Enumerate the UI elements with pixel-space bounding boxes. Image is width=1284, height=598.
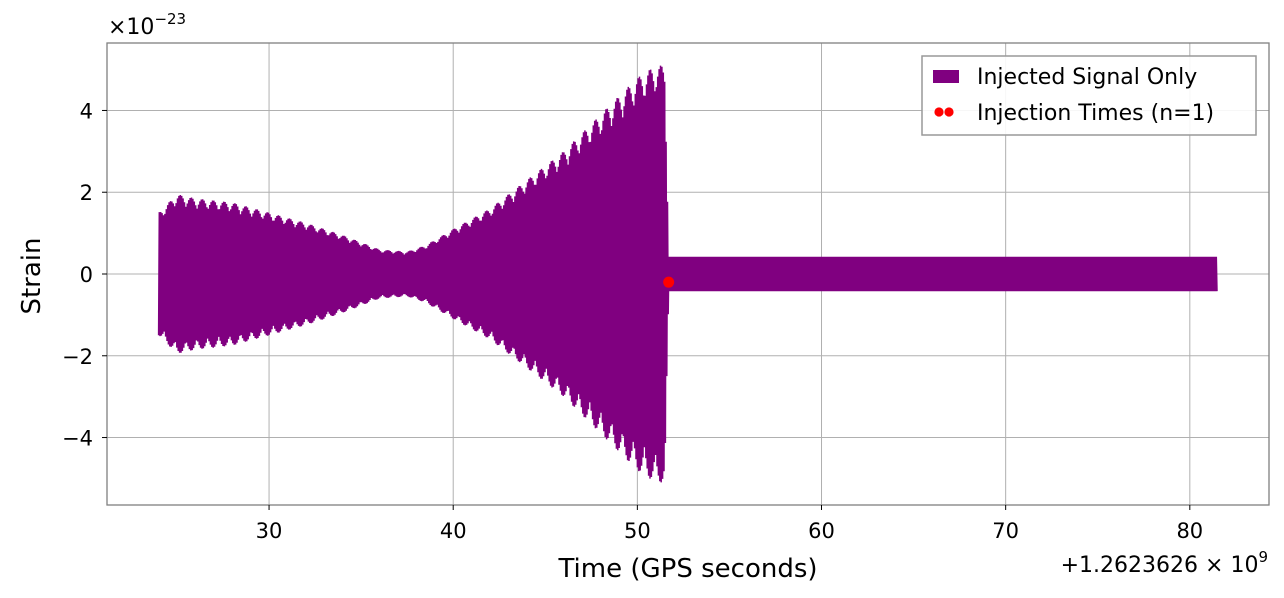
- x-tick-label: 30: [256, 519, 283, 543]
- signal-line: [157, 65, 1218, 483]
- x-tick-label: 70: [992, 519, 1019, 543]
- y-tick-label: 0: [80, 263, 93, 287]
- x-axis-label: Time (GPS seconds): [557, 554, 817, 584]
- legend-swatch-signal: [933, 70, 959, 83]
- y-tick-label: −2: [62, 345, 93, 369]
- injection-markers: [663, 276, 675, 288]
- y-tick-label: 2: [80, 181, 93, 205]
- legend-marker-injection-left: [934, 107, 944, 117]
- injection-point: [663, 276, 675, 288]
- x-tick-label: 80: [1176, 519, 1203, 543]
- x-axis-ticks: 30 40 50 60 70 80: [256, 505, 1203, 543]
- legend-marker-injection-right: [944, 107, 954, 117]
- x-offset-label: +1.2623626 × 109: [1061, 548, 1268, 578]
- x-tick-label: 60: [808, 519, 835, 543]
- y-tick-label: −4: [62, 427, 93, 451]
- y-axis-ticks: −4 −2 0 2 4: [62, 99, 107, 451]
- y-tick-label: 4: [80, 99, 93, 123]
- legend: Injected Signal Only Injection Times (n=…: [921, 55, 1257, 136]
- y-axis-label: Strain: [17, 237, 47, 314]
- x-tick-label: 40: [440, 519, 467, 543]
- x-tick-label: 50: [624, 519, 651, 543]
- y-scale-label: ×10−23: [108, 10, 186, 40]
- legend-box: [921, 55, 1257, 136]
- legend-label-injection: Injection Times (n=1): [977, 101, 1214, 126]
- signal-series: [157, 65, 1218, 483]
- legend-label-signal: Injected Signal Only: [977, 65, 1197, 90]
